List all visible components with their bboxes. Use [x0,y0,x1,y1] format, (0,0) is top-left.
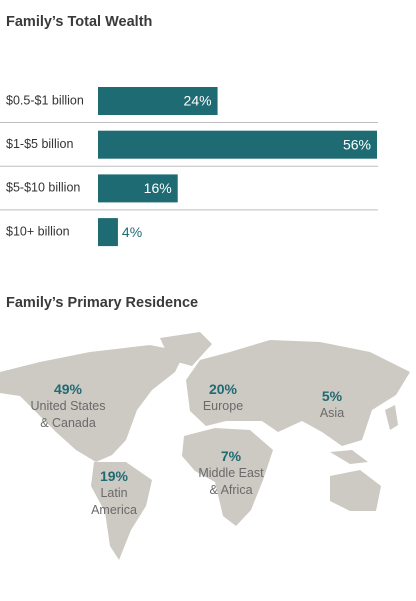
australia [330,470,381,511]
value-label: 56% [343,136,371,152]
map-title: Family’s Primary Residence [6,295,198,311]
map-label: 49% United States & Canada [26,381,110,432]
eurasia [186,340,410,446]
africa [182,428,273,526]
south-america [91,462,152,560]
value-label: 16% [144,180,172,196]
region-value: 49% [53,381,83,397]
bar [98,87,218,115]
region-name: United States & Canada [30,399,106,430]
map-label: 19% Latin America [87,468,141,519]
region-name: Middle East & Africa [198,466,264,497]
map-label: 5% Asia [307,388,357,422]
islands [330,405,398,464]
greenland [160,332,212,366]
region-name: Asia [319,406,345,420]
bar [98,174,178,203]
region-value: 5% [321,388,343,404]
world-map [0,332,410,560]
chart-title: Family’s Total Wealth [6,14,152,30]
map-label: 20% Europe [188,381,258,415]
category-label: $5-$10 billion [6,181,80,195]
region-name: Europe [202,399,244,413]
region-value: 7% [220,448,242,464]
category-label: $0.5-$1 billion [6,93,84,107]
region-value: 20% [208,381,238,397]
category-label: $1-$5 billion [6,137,73,151]
bar [98,218,118,247]
value-label: 24% [184,93,212,109]
bar [98,130,377,159]
value-label: 4% [122,224,142,240]
map-label: 7% Middle East & Africa [193,448,269,499]
category-label: $10+ billion [6,224,70,238]
north-america [0,345,185,462]
region-name: Latin America [91,486,137,517]
region-value: 19% [99,468,129,484]
